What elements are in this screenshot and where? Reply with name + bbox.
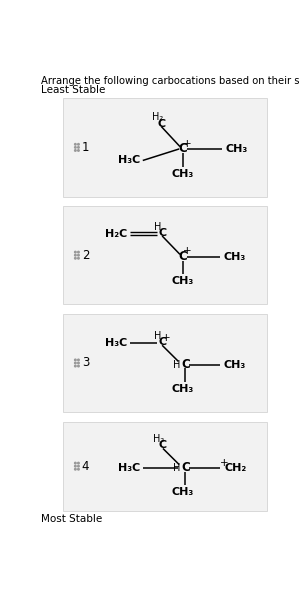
Text: C: C xyxy=(181,358,190,371)
Circle shape xyxy=(74,144,76,145)
Text: H₂C: H₂C xyxy=(105,229,127,238)
Circle shape xyxy=(78,257,79,259)
Circle shape xyxy=(78,144,79,145)
Circle shape xyxy=(74,463,76,464)
Text: Most Stable: Most Stable xyxy=(41,514,103,524)
Circle shape xyxy=(74,149,76,151)
Text: H₃C: H₃C xyxy=(105,338,127,348)
Circle shape xyxy=(74,362,76,364)
Text: 2: 2 xyxy=(82,248,89,262)
Text: C: C xyxy=(179,250,187,263)
Text: C: C xyxy=(159,441,167,450)
Text: C: C xyxy=(181,461,190,474)
Text: CH₃: CH₃ xyxy=(172,384,194,394)
Circle shape xyxy=(78,149,79,151)
Text: H: H xyxy=(173,463,180,473)
Text: H₃C: H₃C xyxy=(118,155,141,165)
Text: Least Stable: Least Stable xyxy=(41,85,106,95)
Circle shape xyxy=(74,257,76,259)
Text: +: + xyxy=(162,333,170,343)
Text: CH₃: CH₃ xyxy=(172,276,194,286)
Circle shape xyxy=(78,365,79,367)
Text: C: C xyxy=(179,142,187,155)
Text: H: H xyxy=(173,359,180,369)
Circle shape xyxy=(78,362,79,364)
Text: H₃C: H₃C xyxy=(118,463,141,473)
Text: 1: 1 xyxy=(82,141,89,154)
Circle shape xyxy=(74,365,76,367)
Circle shape xyxy=(74,251,76,253)
Circle shape xyxy=(78,468,79,470)
FancyBboxPatch shape xyxy=(63,314,267,412)
Circle shape xyxy=(74,359,76,361)
Circle shape xyxy=(74,254,76,256)
Circle shape xyxy=(78,463,79,464)
FancyBboxPatch shape xyxy=(63,422,267,511)
Circle shape xyxy=(78,146,79,148)
Text: C: C xyxy=(157,119,165,129)
Text: +: + xyxy=(220,458,228,468)
Circle shape xyxy=(74,468,76,470)
Text: Arrange the following carbocations based on their stability.: Arrange the following carbocations based… xyxy=(41,76,299,86)
Text: C: C xyxy=(158,228,166,238)
Text: H₂: H₂ xyxy=(153,434,165,444)
Text: CH₃: CH₃ xyxy=(172,487,194,498)
FancyBboxPatch shape xyxy=(63,98,267,197)
Text: CH₃: CH₃ xyxy=(223,252,245,262)
Text: H: H xyxy=(154,331,161,341)
Text: 4: 4 xyxy=(82,460,89,473)
Text: CH₃: CH₃ xyxy=(226,144,248,154)
Text: +: + xyxy=(183,246,191,256)
Text: CH₂: CH₂ xyxy=(224,463,246,473)
Text: CH₃: CH₃ xyxy=(172,168,194,178)
Text: H₂: H₂ xyxy=(152,112,163,122)
Text: H: H xyxy=(154,222,161,232)
Circle shape xyxy=(78,359,79,361)
Text: CH₃: CH₃ xyxy=(223,359,245,369)
Text: 3: 3 xyxy=(82,356,89,369)
Circle shape xyxy=(78,254,79,256)
Circle shape xyxy=(74,146,76,148)
Circle shape xyxy=(78,466,79,467)
Text: +: + xyxy=(183,139,191,148)
Circle shape xyxy=(74,466,76,467)
Circle shape xyxy=(78,251,79,253)
FancyBboxPatch shape xyxy=(63,206,267,304)
Text: C: C xyxy=(158,337,166,347)
